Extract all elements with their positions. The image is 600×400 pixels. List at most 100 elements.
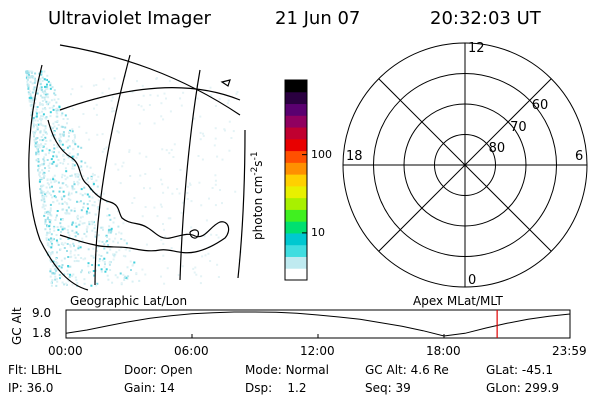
emission-pixel [78,125,81,128]
emission-pixel [53,272,56,275]
emission-pixel [160,115,163,118]
emission-pixel [86,230,88,233]
altitude-x-tick-label: 12:00 [300,344,335,358]
emission-pixel [91,172,94,175]
emission-pixel [108,263,111,266]
emission-pixel [66,146,69,149]
emission-pixel [34,115,37,118]
emission-pixel [59,277,61,280]
emission-pixel [26,78,29,81]
emission-pixel [162,223,164,225]
emission-pixel [109,248,112,251]
emission-pixel [34,142,37,145]
emission-pixel [43,96,46,99]
emission-pixel [34,72,37,75]
emission-pixel [33,135,35,138]
emission-pixel [76,214,79,217]
emission-pixel [66,118,69,120]
emission-pixel [73,139,75,142]
emission-pixel [36,148,39,151]
emission-pixel [46,74,49,77]
emission-pixel [93,107,95,110]
emission-pixel [94,234,97,237]
altitude-x-ticks [65,334,571,338]
emission-pixel [136,80,138,83]
emission-pixel [58,109,60,112]
emission-pixel [46,182,49,185]
emission-pixel [120,283,123,286]
emission-pixel [79,200,82,203]
emission-pixel [87,262,90,265]
emission-pixel [186,192,189,195]
emission-pixel [199,131,202,134]
emission-pixel [122,222,125,225]
emission-pixel [32,132,35,134]
emission-pixel [216,155,219,158]
emission-pixel [49,139,52,142]
emission-pixel [82,206,85,209]
emission-pixel [50,181,53,184]
altitude-x-tick-label: 23:59 [552,344,587,358]
emission-pixel [112,110,115,112]
door-field: Door: Open [124,363,193,377]
emission-pixel [168,152,171,155]
emission-pixel [49,207,52,210]
emission-pixel [214,204,217,207]
colorbar-tick-label: 100 [311,147,332,161]
emission-pixel [91,223,94,226]
emission-pixel [39,131,42,134]
emission-pixel [47,170,50,172]
emission-pixel [41,80,44,82]
emission-pixel [160,275,162,278]
emission-pixel [34,130,37,133]
emission-pixel [66,269,69,272]
emission-pixel [77,247,80,250]
emission-pixel [40,189,43,192]
emission-pixel [55,108,58,111]
emission-pixel [37,153,40,156]
emission-pixel [33,123,36,126]
emission-pixel [51,150,54,153]
emission-pixel [87,248,90,251]
emission-pixel [33,133,36,136]
emission-pixel [108,87,111,90]
emission-pixel [32,122,35,125]
emission-pixel [59,222,62,225]
emission-pixel [40,143,43,146]
emission-pixel [90,175,93,178]
emission-pixel [52,108,55,111]
emission-pixel [92,183,95,185]
emission-pixel [119,182,122,185]
emission-pixel [46,159,49,161]
emission-pixel [39,188,42,191]
emission-pixel [47,231,50,234]
emission-pixel [199,282,202,285]
map-parallel-1 [59,87,241,111]
emission-pixel [224,129,226,132]
emission-pixel [228,120,231,123]
emission-pixel [149,187,152,190]
emission-pixel [159,167,161,170]
emission-pixel [92,84,95,87]
emission-pixel [49,178,52,181]
emission-pixel [41,115,44,118]
altitude-ylabel: GC Alt [10,307,24,345]
emission-pixel [114,274,117,277]
colorbar-step [285,103,307,116]
emission-pixel [70,174,73,177]
emission-pixel [41,163,43,166]
map-boundary-top [59,44,241,116]
emission-pixel [138,152,141,155]
emission-pixel [36,124,38,126]
emission-pixel [57,124,60,126]
colorbar-step [285,268,307,281]
emission-pixel [93,204,96,207]
emission-pixel [115,233,117,236]
emission-pixel [103,243,106,246]
emission-pixel [77,254,80,256]
emission-pixel [144,206,147,208]
emission-pixel [91,229,94,232]
emission-pixel [62,133,65,136]
emission-pixel [125,248,127,251]
